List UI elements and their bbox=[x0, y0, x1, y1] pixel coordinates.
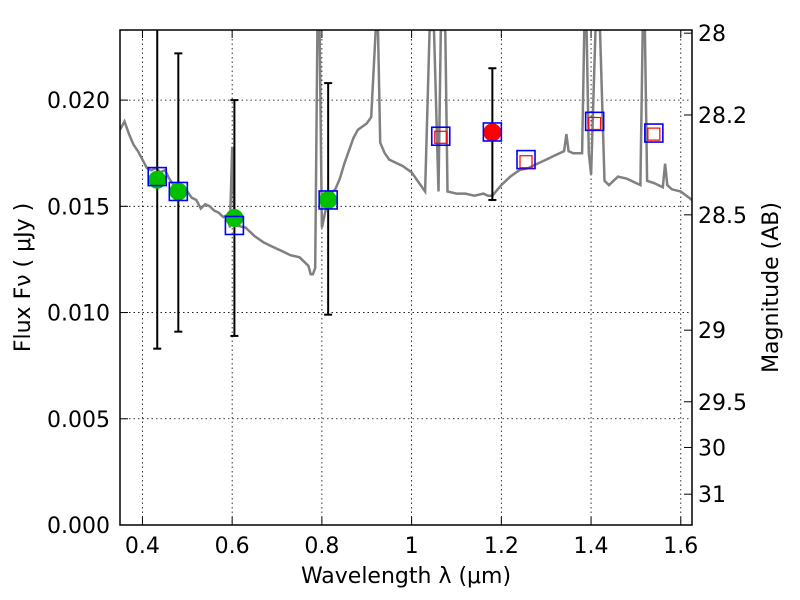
mag-tick-label: 31 bbox=[698, 483, 726, 508]
y-tick-label: 0.000 bbox=[47, 514, 110, 539]
x-tick-label: 1.2 bbox=[484, 534, 519, 559]
axis-ticks: 0.4 0.6 0.8 1 1.2 1.4 1.6 0.000 0.005 0.010 0.015 0… bbox=[47, 22, 747, 559]
upper-square bbox=[434, 130, 448, 144]
data-point bbox=[483, 123, 502, 142]
y-tick-label: 0.005 bbox=[47, 408, 110, 433]
mag-tick-label: 30 bbox=[698, 436, 726, 461]
y-tick-label: 0.020 bbox=[47, 89, 110, 114]
model-phot-square bbox=[318, 190, 338, 210]
upper-square bbox=[519, 155, 533, 169]
y-tick-label: 0.010 bbox=[47, 302, 110, 327]
data-point bbox=[319, 190, 338, 209]
model-sed-layer bbox=[120, 30, 692, 276]
model-phot-square bbox=[516, 149, 536, 170]
y-axis-label: Flux Fν ( μJy ) bbox=[11, 203, 36, 352]
y-tick-label: 0.015 bbox=[47, 195, 110, 220]
model-phot-square bbox=[224, 215, 245, 236]
y-axis-right-label: Magnitude (AB) bbox=[759, 202, 784, 373]
x-axis-label: Wavelength λ (μm) bbox=[301, 564, 511, 589]
mag-tick-label: 29.5 bbox=[698, 391, 747, 416]
data-point bbox=[225, 209, 244, 228]
x-tick-label: 0.8 bbox=[304, 534, 339, 559]
upper-square bbox=[588, 116, 602, 131]
x-tick-label: 1.6 bbox=[663, 534, 698, 559]
plot-frame bbox=[119, 29, 693, 526]
model-phot-square bbox=[168, 181, 189, 202]
model-phot-square bbox=[430, 126, 451, 147]
mag-tick-label: 28.5 bbox=[698, 204, 747, 229]
x-tick-label: 0.6 bbox=[215, 534, 250, 559]
mag-tick-label: 29 bbox=[698, 319, 726, 344]
data-point bbox=[169, 182, 188, 201]
x-tick-label: 0.4 bbox=[125, 534, 160, 559]
model-phot-square bbox=[147, 166, 168, 187]
x-tick-label: 1.4 bbox=[574, 534, 609, 559]
x-tick-label: 1 bbox=[405, 534, 419, 559]
upper-square bbox=[647, 127, 661, 141]
markers-layer bbox=[147, 111, 664, 236]
grid-lines bbox=[120, 30, 692, 526]
model-sed-line bbox=[120, 30, 692, 276]
mag-tick-label: 28.2 bbox=[698, 104, 747, 129]
model-phot-square bbox=[644, 123, 664, 143]
mag-tick-label: 28 bbox=[698, 22, 726, 47]
model-phot-square bbox=[584, 111, 605, 132]
model-phot-square bbox=[482, 122, 503, 142]
